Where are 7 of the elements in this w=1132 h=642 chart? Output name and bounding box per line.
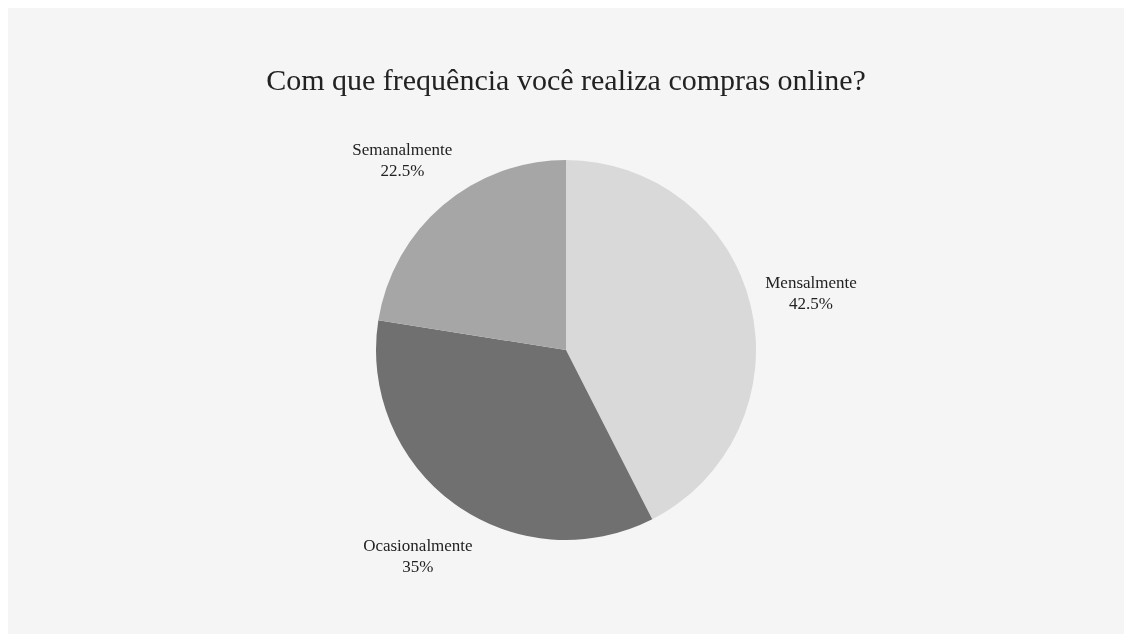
data-label: 42.5% xyxy=(789,294,833,314)
data-label: 35% xyxy=(402,556,434,576)
chart-title: Com que frequência você realiza compras online? xyxy=(266,63,866,96)
slice-label: Semanalmente xyxy=(352,140,453,160)
slice-label: Mensalmente xyxy=(765,273,857,293)
slice-label: Ocasionalmente xyxy=(363,535,473,555)
data-label: 22.5% xyxy=(380,161,425,181)
